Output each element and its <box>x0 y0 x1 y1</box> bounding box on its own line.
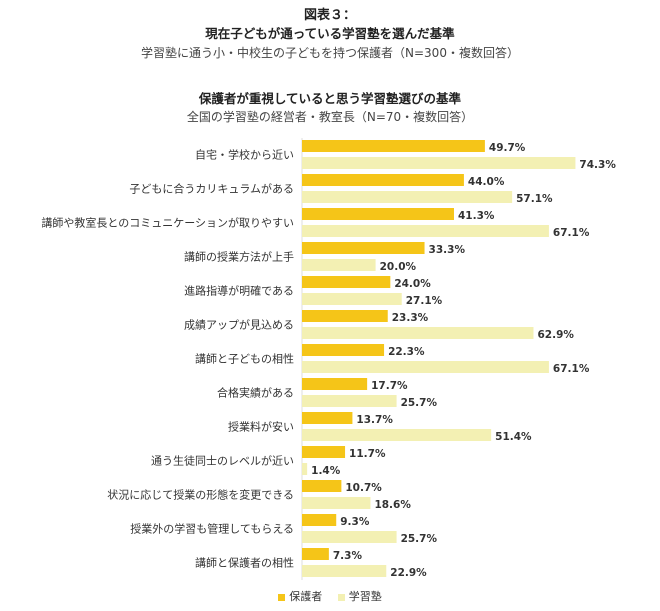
value-label-parents: 23.3% <box>392 312 429 324</box>
category-label: 講師と子どもの相性 <box>195 352 294 366</box>
chart-legend: 保護者 学習塾 <box>0 588 660 604</box>
figure-subtitle-juku: 全国の学習塾の経営者・教室長（N=70・複数回答） <box>186 110 474 124</box>
category-label: 成績アップが見込める <box>184 318 294 332</box>
value-label-juku: 1.4% <box>311 465 341 477</box>
category-label: 授業外の学習も管理してもらえる <box>130 522 294 536</box>
legend-label-parents: 保護者 <box>289 590 323 603</box>
value-label-juku: 57.1% <box>516 193 553 205</box>
bar-juku <box>302 395 397 407</box>
value-label-juku: 20.0% <box>380 261 417 273</box>
value-label-juku: 67.1% <box>553 227 590 239</box>
bar-juku <box>302 463 308 475</box>
bar-parents <box>302 480 342 492</box>
bar-juku <box>302 531 397 543</box>
chart-bars: 自宅・学校から近い 49.7% 74.3% 子どもに合うカリキュラムがある 44.0% 5… <box>41 140 616 579</box>
bar-juku <box>302 191 513 203</box>
value-label-juku: 67.1% <box>553 363 590 375</box>
value-label-parents: 17.7% <box>371 380 408 392</box>
figure-title-parents: 現在子どもが通っている学習塾を選んだ基準 <box>205 26 455 41</box>
value-label-parents: 9.3% <box>340 516 370 528</box>
bar-juku <box>302 293 402 305</box>
value-label-juku: 51.4% <box>495 431 532 443</box>
legend-swatch-parents <box>278 593 286 601</box>
category-label: 子どもに合うカリキュラムがある <box>129 182 294 196</box>
bar-juku <box>302 429 492 441</box>
value-label-parents: 11.7% <box>349 448 386 460</box>
legend-swatch-juku <box>337 593 345 601</box>
category-label: 合格実績がある <box>217 386 294 400</box>
value-label-juku: 27.1% <box>406 295 443 307</box>
value-label-juku: 25.7% <box>401 397 438 409</box>
bar-juku <box>302 497 371 509</box>
bar-juku <box>302 361 549 373</box>
value-label-parents: 41.3% <box>458 210 495 222</box>
category-label: 自宅・学校から近い <box>195 148 294 162</box>
bar-parents <box>302 276 391 288</box>
value-label-parents: 22.3% <box>388 346 425 358</box>
bar-parents <box>302 446 346 458</box>
value-label-juku: 22.9% <box>390 567 427 579</box>
bar-juku <box>302 259 376 271</box>
value-label-parents: 33.3% <box>429 244 466 256</box>
category-label: 通う生徒同士のレベルが近い <box>151 454 294 468</box>
bar-parents <box>302 412 353 424</box>
value-label-juku: 62.9% <box>537 329 574 341</box>
bar-parents <box>302 208 454 220</box>
category-label: 授業料が安い <box>228 420 294 434</box>
legend-label-juku: 学習塾 <box>348 590 382 603</box>
bar-parents <box>302 140 485 152</box>
bar-parents <box>302 344 385 356</box>
bar-parents <box>302 514 337 526</box>
value-label-parents: 49.7% <box>489 142 526 154</box>
legend-item-parents: 保護者 <box>278 588 322 604</box>
value-label-juku: 74.3% <box>579 159 616 171</box>
value-label-parents: 7.3% <box>333 550 363 562</box>
category-label: 講師と保護者の相性 <box>195 556 294 570</box>
value-label-parents: 10.7% <box>345 482 382 494</box>
value-label-juku: 18.6% <box>374 499 411 511</box>
bar-juku <box>302 327 534 339</box>
bar-juku <box>302 157 576 169</box>
value-label-parents: 13.7% <box>356 414 393 426</box>
bar-parents <box>302 310 388 322</box>
category-label: 進路指導が明確である <box>184 284 294 298</box>
category-label: 講師の授業方法が上手 <box>184 250 294 264</box>
bar-juku <box>302 225 549 237</box>
bar-juku <box>302 565 387 577</box>
bar-parents <box>302 378 368 390</box>
figure-number: 図表３： <box>303 8 356 23</box>
value-label-parents: 24.0% <box>394 278 431 290</box>
figure-title-juku: 保護者が重視していると思う学習塾選びの基準 <box>198 91 462 106</box>
category-label: 講師や教室長とのコミュニケーションが取りやすい <box>41 216 294 230</box>
value-label-juku: 25.7% <box>401 533 438 545</box>
bar-parents <box>302 174 464 186</box>
bar-parents <box>302 548 329 560</box>
bar-parents <box>302 242 425 254</box>
category-label: 状況に応じて授業の形態を変更できる <box>107 488 294 502</box>
legend-item-juku: 学習塾 <box>337 588 382 604</box>
value-label-parents: 44.0% <box>468 176 505 188</box>
figure-subtitle-parents: 学習塾に通う小・中校生の子どもを持つ保護者（N=300・複数回答） <box>141 46 519 60</box>
